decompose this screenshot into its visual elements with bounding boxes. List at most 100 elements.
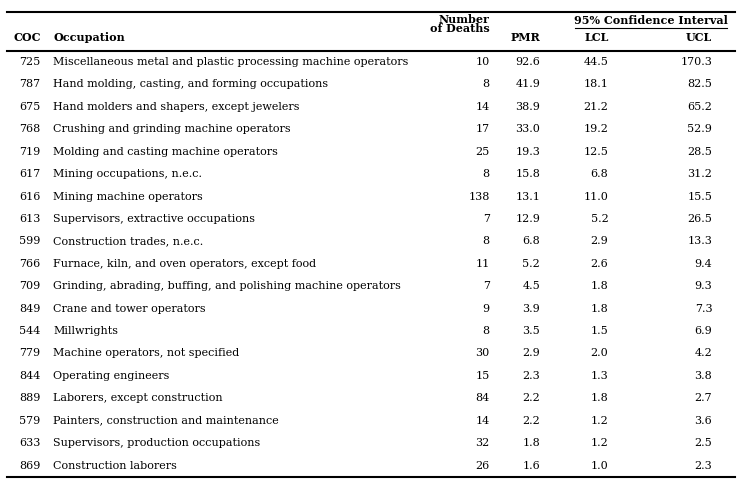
Text: 11: 11 bbox=[476, 259, 490, 269]
Text: 3.8: 3.8 bbox=[695, 371, 712, 381]
Text: 617: 617 bbox=[19, 169, 41, 179]
Text: 15: 15 bbox=[476, 371, 490, 381]
Text: 5.2: 5.2 bbox=[591, 214, 608, 224]
Text: 95% Confidence Interval: 95% Confidence Interval bbox=[574, 15, 728, 26]
Text: 1.5: 1.5 bbox=[591, 326, 608, 336]
Text: Grinding, abrading, buffing, and polishing machine operators: Grinding, abrading, buffing, and polishi… bbox=[53, 281, 401, 291]
Text: Construction trades, n.e.c.: Construction trades, n.e.c. bbox=[53, 236, 203, 246]
Text: 82.5: 82.5 bbox=[687, 79, 712, 90]
Text: 1.0: 1.0 bbox=[591, 461, 608, 470]
Text: 675: 675 bbox=[19, 102, 41, 112]
Text: 41.9: 41.9 bbox=[515, 79, 540, 90]
Text: 32: 32 bbox=[476, 438, 490, 448]
Text: 17: 17 bbox=[476, 124, 490, 134]
Text: 1.6: 1.6 bbox=[522, 461, 540, 470]
Text: UCL: UCL bbox=[686, 32, 712, 43]
Text: 2.7: 2.7 bbox=[695, 393, 712, 403]
Text: 633: 633 bbox=[19, 438, 41, 448]
Text: Millwrights: Millwrights bbox=[53, 326, 119, 336]
Text: 52.9: 52.9 bbox=[687, 124, 712, 134]
Text: Miscellaneous metal and plastic processing machine operators: Miscellaneous metal and plastic processi… bbox=[53, 57, 409, 67]
Text: 709: 709 bbox=[19, 281, 41, 291]
Text: 33.0: 33.0 bbox=[515, 124, 540, 134]
Text: 768: 768 bbox=[19, 124, 41, 134]
Text: 19.3: 19.3 bbox=[515, 147, 540, 157]
Text: 849: 849 bbox=[19, 303, 41, 314]
Text: COC: COC bbox=[13, 32, 41, 43]
Text: 613: 613 bbox=[19, 214, 41, 224]
Text: 4.5: 4.5 bbox=[522, 281, 540, 291]
Text: 21.2: 21.2 bbox=[583, 102, 608, 112]
Text: Mining machine operators: Mining machine operators bbox=[53, 192, 203, 201]
Text: 2.9: 2.9 bbox=[591, 236, 608, 246]
Text: 19.2: 19.2 bbox=[583, 124, 608, 134]
Text: Painters, construction and maintenance: Painters, construction and maintenance bbox=[53, 416, 279, 426]
Text: Machine operators, not specified: Machine operators, not specified bbox=[53, 348, 240, 359]
Text: 8: 8 bbox=[482, 326, 490, 336]
Text: Mining occupations, n.e.c.: Mining occupations, n.e.c. bbox=[53, 169, 203, 179]
Text: 7: 7 bbox=[483, 214, 490, 224]
Text: 65.2: 65.2 bbox=[687, 102, 712, 112]
Text: 844: 844 bbox=[19, 371, 41, 381]
Text: 787: 787 bbox=[19, 79, 40, 90]
Text: 14: 14 bbox=[476, 102, 490, 112]
Text: 26.5: 26.5 bbox=[687, 214, 712, 224]
Text: 25: 25 bbox=[476, 147, 490, 157]
Text: 1.2: 1.2 bbox=[591, 416, 608, 426]
Text: 1.2: 1.2 bbox=[591, 438, 608, 448]
Text: 1.3: 1.3 bbox=[591, 371, 608, 381]
Text: Hand molders and shapers, except jewelers: Hand molders and shapers, except jeweler… bbox=[53, 102, 300, 112]
Text: 6.8: 6.8 bbox=[522, 236, 540, 246]
Text: 44.5: 44.5 bbox=[583, 57, 608, 67]
Text: 28.5: 28.5 bbox=[687, 147, 712, 157]
Text: 1.8: 1.8 bbox=[591, 393, 608, 403]
Text: 616: 616 bbox=[19, 192, 41, 201]
Text: 6.9: 6.9 bbox=[695, 326, 712, 336]
Text: 2.3: 2.3 bbox=[695, 461, 712, 470]
Text: 84: 84 bbox=[476, 393, 490, 403]
Text: 7: 7 bbox=[483, 281, 490, 291]
Text: Crushing and grinding machine operators: Crushing and grinding machine operators bbox=[53, 124, 291, 134]
Text: 2.5: 2.5 bbox=[695, 438, 712, 448]
Text: Crane and tower operators: Crane and tower operators bbox=[53, 303, 206, 314]
Text: 31.2: 31.2 bbox=[687, 169, 712, 179]
Text: 12.9: 12.9 bbox=[515, 214, 540, 224]
Text: 13.3: 13.3 bbox=[687, 236, 712, 246]
Text: 8: 8 bbox=[482, 236, 490, 246]
Text: LCL: LCL bbox=[584, 32, 608, 43]
Text: 15.5: 15.5 bbox=[687, 192, 712, 201]
Text: 11.0: 11.0 bbox=[583, 192, 608, 201]
Text: 2.9: 2.9 bbox=[522, 348, 540, 359]
Text: 15.8: 15.8 bbox=[515, 169, 540, 179]
Text: Number: Number bbox=[439, 15, 490, 25]
Text: 1.8: 1.8 bbox=[522, 438, 540, 448]
Text: 9.4: 9.4 bbox=[695, 259, 712, 269]
Text: 9.3: 9.3 bbox=[695, 281, 712, 291]
Text: 10: 10 bbox=[476, 57, 490, 67]
Text: Laborers, except construction: Laborers, except construction bbox=[53, 393, 223, 403]
Text: Supervisors, production occupations: Supervisors, production occupations bbox=[53, 438, 260, 448]
Text: 719: 719 bbox=[19, 147, 41, 157]
Text: 1.8: 1.8 bbox=[591, 281, 608, 291]
Text: Hand molding, casting, and forming occupations: Hand molding, casting, and forming occup… bbox=[53, 79, 329, 90]
Text: PMR: PMR bbox=[510, 32, 540, 43]
Text: Supervisors, extractive occupations: Supervisors, extractive occupations bbox=[53, 214, 255, 224]
Text: 2.0: 2.0 bbox=[591, 348, 608, 359]
Text: 2.2: 2.2 bbox=[522, 393, 540, 403]
Text: 579: 579 bbox=[19, 416, 41, 426]
Text: 38.9: 38.9 bbox=[515, 102, 540, 112]
Text: 3.6: 3.6 bbox=[695, 416, 712, 426]
Text: 13.1: 13.1 bbox=[515, 192, 540, 201]
Text: 779: 779 bbox=[19, 348, 40, 359]
Text: 889: 889 bbox=[19, 393, 41, 403]
Text: 2.2: 2.2 bbox=[522, 416, 540, 426]
Text: 2.3: 2.3 bbox=[522, 371, 540, 381]
Text: 725: 725 bbox=[19, 57, 41, 67]
Text: Operating engineers: Operating engineers bbox=[53, 371, 170, 381]
Text: 2.6: 2.6 bbox=[591, 259, 608, 269]
Text: 599: 599 bbox=[19, 236, 41, 246]
Text: 18.1: 18.1 bbox=[583, 79, 608, 90]
Text: 14: 14 bbox=[476, 416, 490, 426]
Text: 8: 8 bbox=[482, 79, 490, 90]
Text: 4.2: 4.2 bbox=[695, 348, 712, 359]
